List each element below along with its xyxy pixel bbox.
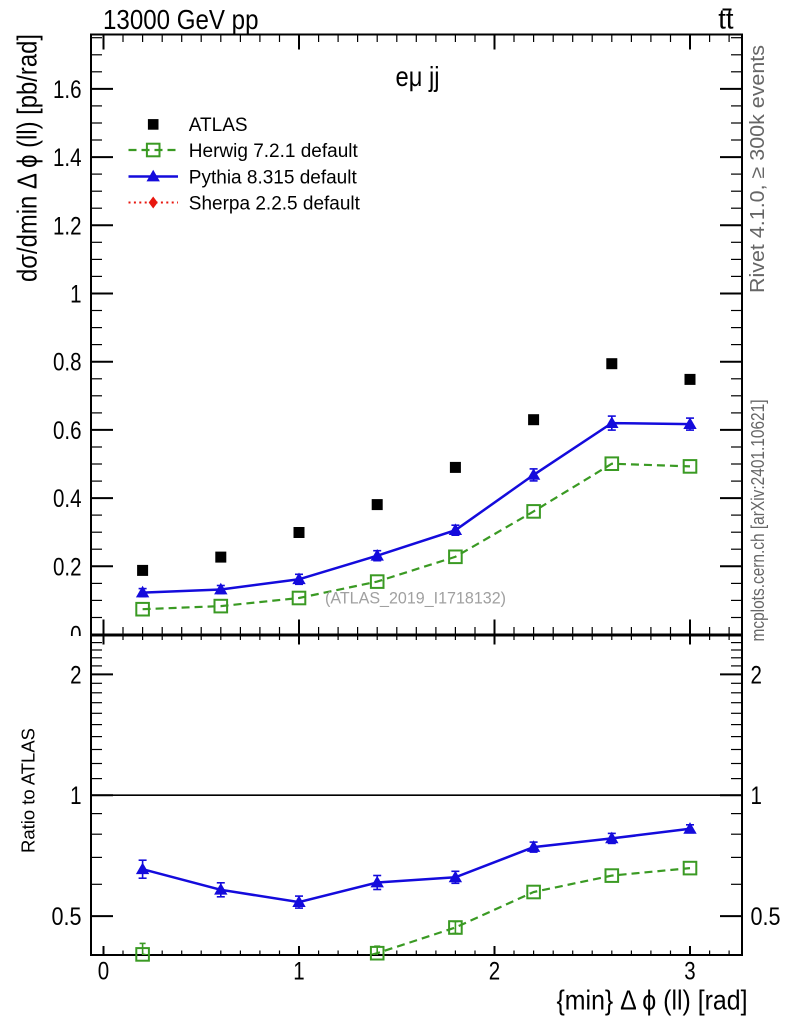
svg-text:mcplots.cern.ch [arXiv:2401.10: mcplots.cern.ch [arXiv:2401.10621] <box>747 400 768 642</box>
svg-text:1: 1 <box>751 782 762 810</box>
svg-text:Rivet 4.1.0, ≥ 300k events: Rivet 4.1.0, ≥ 300k events <box>747 45 769 293</box>
svg-text:2: 2 <box>489 958 500 986</box>
svg-text:Sherpa 2.2.5 default: Sherpa 2.2.5 default <box>189 193 361 214</box>
svg-text:1: 1 <box>70 281 81 309</box>
svg-text:1: 1 <box>293 958 304 986</box>
svg-text:dσ/dmin Δ ϕ (ll) [pb/rad]: dσ/dmin Δ ϕ (ll) [pb/rad] <box>12 34 43 282</box>
svg-text:0.6: 0.6 <box>53 417 82 445</box>
svg-text:(ATLAS_2019_I1718132): (ATLAS_2019_I1718132) <box>325 589 506 608</box>
svg-text:0.5: 0.5 <box>751 903 781 931</box>
svg-text:2: 2 <box>751 661 762 689</box>
svg-text:ATLAS: ATLAS <box>189 115 248 136</box>
svg-text:0: 0 <box>70 622 81 650</box>
svg-text:1: 1 <box>70 782 81 810</box>
svg-text:{min} Δ ϕ (ll) [rad]: {min} Δ ϕ (ll) [rad] <box>557 985 748 1016</box>
svg-text:0.2: 0.2 <box>53 553 82 581</box>
svg-text:eμ jj: eμ jj <box>396 61 440 92</box>
svg-text:Pythia 8.315 default: Pythia 8.315 default <box>189 167 358 188</box>
svg-text:13000 GeV pp: 13000 GeV pp <box>103 4 259 35</box>
svg-text:1.2: 1.2 <box>53 212 82 240</box>
svg-text:Ratio to ATLAS: Ratio to ATLAS <box>19 728 39 853</box>
svg-text:0: 0 <box>98 958 109 986</box>
svg-text:0.4: 0.4 <box>53 485 82 513</box>
svg-text:Herwig 7.2.1 default: Herwig 7.2.1 default <box>189 141 359 162</box>
svg-text:0.5: 0.5 <box>52 903 82 931</box>
svg-text:1.6: 1.6 <box>53 76 82 104</box>
svg-text:1.4: 1.4 <box>53 144 82 172</box>
svg-text:3: 3 <box>684 958 695 986</box>
svg-text:tt: tt <box>718 4 734 35</box>
svg-text:2: 2 <box>70 661 81 689</box>
svg-text:0.8: 0.8 <box>53 349 82 377</box>
